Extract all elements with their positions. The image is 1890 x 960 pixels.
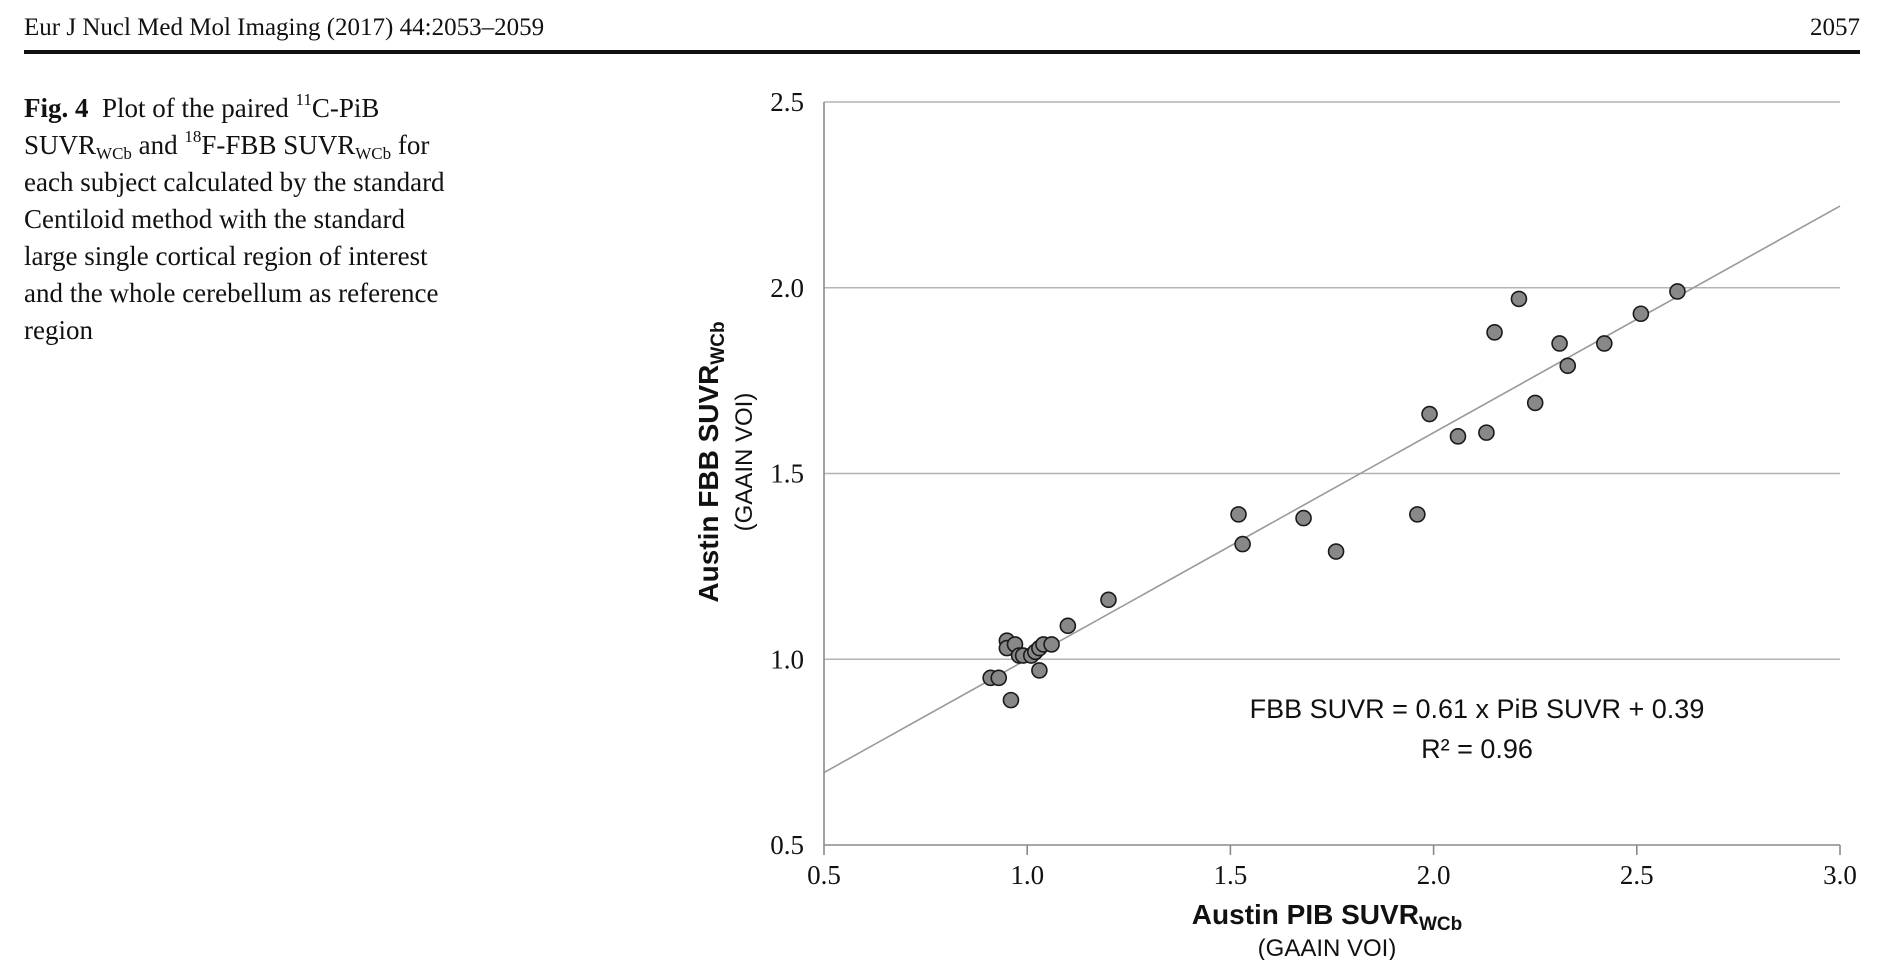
y-axis-title-group: Austin FBB SUVRWCb (GAAIN VOI) <box>693 321 758 602</box>
data-point <box>1234 535 1251 553</box>
y-axis-title-subscript: WCb <box>708 321 729 364</box>
x-tick-label: 2.5 <box>1620 860 1654 890</box>
data-points <box>982 283 1686 709</box>
x-axis-title-subscript: WCb <box>1419 914 1462 935</box>
data-point <box>1526 394 1544 412</box>
data-point <box>1043 636 1060 653</box>
x-axis-note: (GAAIN VOI) <box>1258 935 1397 960</box>
y-tick-label: 2.0 <box>770 273 804 303</box>
x-tick-labels: 0.5 1.0 1.5 2.0 2.5 3.0 <box>807 860 1857 890</box>
caption-subscript-2: WCb <box>355 144 392 163</box>
x-tick-label: 1.0 <box>1010 860 1044 890</box>
y-tick-label: 2.5 <box>770 87 804 117</box>
data-point <box>990 669 1008 687</box>
running-head: Eur J Nucl Med Mol Imaging (2017) 44:205… <box>24 10 1860 46</box>
y-tick-label: 1.0 <box>770 644 804 674</box>
figure-caption: Fig. 4 Plot of the paired 11C-PiB SUVRWC… <box>24 90 464 349</box>
data-point <box>1421 405 1438 423</box>
page-number: 2057 <box>1810 14 1860 41</box>
caption-text-2: C-PiB SUVR <box>24 93 380 160</box>
caption-isotope-11: 11 <box>295 90 312 109</box>
grid-lines <box>824 101 1840 660</box>
regression-line <box>823 205 1841 774</box>
caption-text-5: for each subject calculated by the stand… <box>24 130 445 345</box>
data-point <box>1669 283 1686 300</box>
y-axis-note: (GAAIN VOI) <box>731 393 758 532</box>
figure-label: Fig. 4 <box>24 93 89 123</box>
caption-isotope-18: 18 <box>184 127 202 146</box>
data-point <box>1449 428 1467 445</box>
caption-text-3: and <box>131 130 185 160</box>
data-point <box>1059 617 1077 635</box>
data-point <box>1100 591 1117 609</box>
x-tick-label: 2.0 <box>1417 860 1451 890</box>
data-point <box>1510 290 1528 308</box>
data-point <box>1295 509 1312 527</box>
data-point <box>1230 506 1247 523</box>
caption-text-1: Plot of the paired <box>102 93 296 123</box>
axes <box>823 102 1841 855</box>
x-axis-title-main: Austin PIB SUVR <box>1192 899 1419 930</box>
x-axis-title: Austin PIB SUVRWCb <box>1192 899 1462 935</box>
caption-text-4: F-FBB SUVR <box>201 130 356 160</box>
data-point <box>1486 324 1503 341</box>
y-tick-label: 1.5 <box>770 459 804 489</box>
data-point <box>1409 506 1426 523</box>
data-point <box>1551 335 1568 352</box>
data-point <box>1559 357 1577 375</box>
data-point <box>1002 691 1020 709</box>
data-point <box>1031 662 1048 679</box>
data-point <box>1327 543 1345 560</box>
x-tick-label: 1.5 <box>1214 860 1248 890</box>
y-axis-title-main: Austin FBB SUVR <box>693 365 724 603</box>
y-tick-label: 0.5 <box>770 830 804 860</box>
r-squared-label: R² = 0.96 <box>1421 734 1533 764</box>
data-point <box>1632 305 1650 323</box>
regression-equation: FBB SUVR = 0.61 x PiB SUVR + 0.39 <box>1250 694 1705 724</box>
journal-citation: Eur J Nucl Med Mol Imaging (2017) 44:205… <box>24 14 545 41</box>
header-rule <box>24 50 1860 54</box>
data-point <box>1478 424 1495 441</box>
data-point <box>1595 335 1613 352</box>
y-axis-title: Austin FBB SUVRWCb <box>693 321 729 602</box>
x-tick-label: 3.0 <box>1823 860 1857 890</box>
caption-subscript-1: WCb <box>96 144 132 163</box>
y-tick-labels: 0.5 1.0 1.5 2.0 2.5 <box>770 87 804 860</box>
x-tick-label: 0.5 <box>807 860 841 890</box>
